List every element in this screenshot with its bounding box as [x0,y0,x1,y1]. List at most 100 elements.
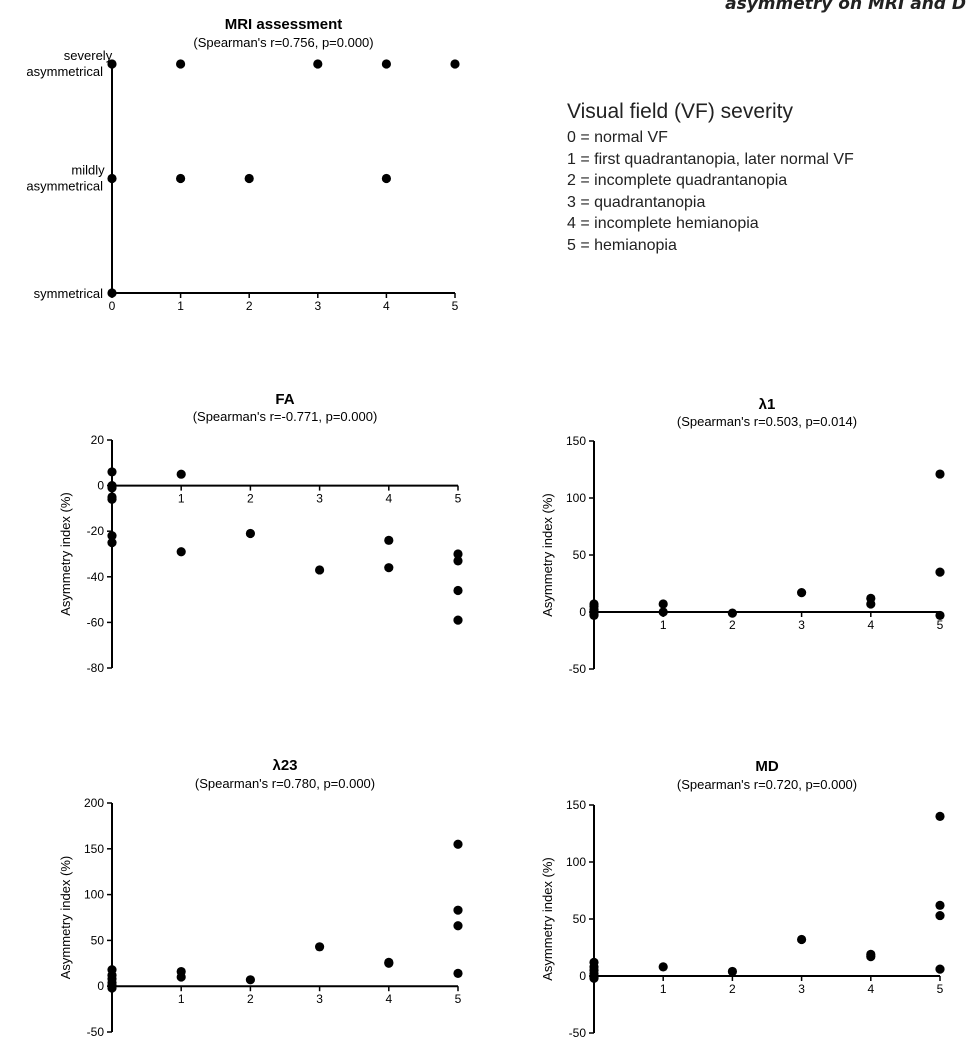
data-point [315,565,325,575]
vf-severity-legend: Visual field (VF) severity 0 = normal VF… [567,100,854,257]
x-tick-label: 3 [316,492,323,506]
x-tick-label: 4 [867,982,874,996]
chart-4: λ23 (Spearman's r=0.780, p=0.000) 1 2 3 4 5 200… [58,757,463,1039]
y-tick-label: 150 [566,434,586,448]
x-tick-label: 1 [178,492,185,506]
data-point [107,494,117,504]
y-tick-label: -40 [87,570,105,584]
data-point [453,585,463,596]
data-point [935,900,945,910]
data-point [935,910,945,921]
data-point [727,966,738,977]
chart-title: MRI assessment [225,16,343,33]
y-tick-label: 0 [579,605,586,619]
chart-subtitle: (Spearman's r=0.756, p=0.000) [193,35,373,50]
legend-item-5: 5 = hemianopia [567,236,677,254]
y-tick-label: 0 [579,969,586,983]
x-tick-label: 5 [452,299,459,313]
data-point [866,599,876,609]
x-tick-label: 4 [383,299,390,313]
y-tick-label: 0 [97,979,104,993]
data-point [107,288,117,298]
x-tick-label: 3 [314,299,321,313]
data-point [315,942,325,952]
chart-2: FA(Spearman's r=-0.771, p=0.000) 1 2 3 4 5 20 0… [58,391,463,675]
y-category-label: mildly asymmetrical [26,163,105,194]
y-tick-label: -50 [569,662,587,676]
x-tick-label: 2 [247,992,254,1006]
data-point [453,921,463,931]
data-point [453,839,463,849]
x-tick-label: 1 [178,992,185,1006]
y-tick-label: 50 [91,933,105,947]
data-point [381,173,391,184]
x-tick-label: 5 [937,982,944,996]
data-point [797,588,807,598]
data-point [107,59,117,69]
data-point [589,973,599,983]
y-tick-label: -80 [87,661,105,675]
data-point [107,467,117,477]
data-point [453,905,463,915]
x-tick-label: 5 [937,618,944,632]
data-point [384,535,394,545]
data-point [453,615,463,625]
header-fragment: asymmetry on MRI and D [725,0,966,14]
x-tick-label: 2 [729,618,736,632]
data-point [107,173,117,184]
x-tick-label: 3 [798,982,805,996]
x-tick-label: 3 [798,618,805,632]
x-tick-label: 2 [247,492,254,506]
data-point [381,59,391,69]
x-tick-label: 4 [385,992,392,1006]
data-point [450,59,460,69]
x-tick-label: 5 [455,992,462,1006]
chart-title: MD [755,758,778,775]
data-point [453,968,463,978]
y-tick-label: 150 [566,798,586,812]
data-point [658,607,668,617]
data-point [245,528,255,539]
y-tick-label: 100 [566,855,586,869]
x-tick-label: 5 [455,492,462,506]
x-tick-label: 1 [660,982,667,996]
x-tick-label: 3 [316,992,323,1006]
x-tick-label: 2 [246,299,253,313]
y-axis-label: Asymmetry index (%) [540,493,555,617]
y-tick-label: 50 [573,548,587,562]
y-axis-label: Asymmetry index (%) [540,857,555,981]
y-tick-label: -20 [87,524,105,538]
y-axis-label: Asymmetry index (%) [58,856,73,980]
legend-item-3: 3 = quadrantanopia [567,193,706,211]
y-category-label: symmetrical [34,286,103,301]
y-tick-label: -60 [87,615,105,629]
data-point [797,934,807,945]
data-point [176,469,186,479]
data-point [453,549,463,559]
x-tick-label: 1 [660,618,667,632]
chart-5: MD (Spearman's r=0.720, p=0.000) 1 2 3 4 5 150 1… [540,758,945,1039]
chart-subtitle: (Spearman's r=0.503, p=0.014) [677,414,857,429]
legend-item-1: 1 = first quadrantanopia, later normal V… [567,150,854,168]
legend-item-2: 2 = incomplete quadrantanopia [567,172,788,190]
data-point [384,563,394,573]
data-point [244,173,254,184]
chart-title: λ23 [272,757,297,774]
chart-title: λ1 [759,396,776,413]
data-point [107,538,117,548]
chart-3: λ1(Spearman's r=0.503, p=0.014) 1 2 3 4 5 150 1… [540,396,945,676]
data-point [245,975,255,985]
y-tick-label: -50 [87,1025,105,1039]
data-point [453,556,463,566]
y-tick-label: 200 [84,796,104,810]
data-point [935,610,945,621]
y-category-label: severely asymmetrical [26,48,112,79]
data-point [176,547,186,557]
legend-item-4: 4 = incomplete hemianopia [567,215,759,233]
data-point [176,59,186,69]
data-point [176,173,186,184]
data-point [176,972,186,982]
y-tick-label: 20 [91,433,105,447]
chart-subtitle: (Spearman's r=-0.771, p=0.000) [193,409,378,424]
data-point [935,811,945,822]
